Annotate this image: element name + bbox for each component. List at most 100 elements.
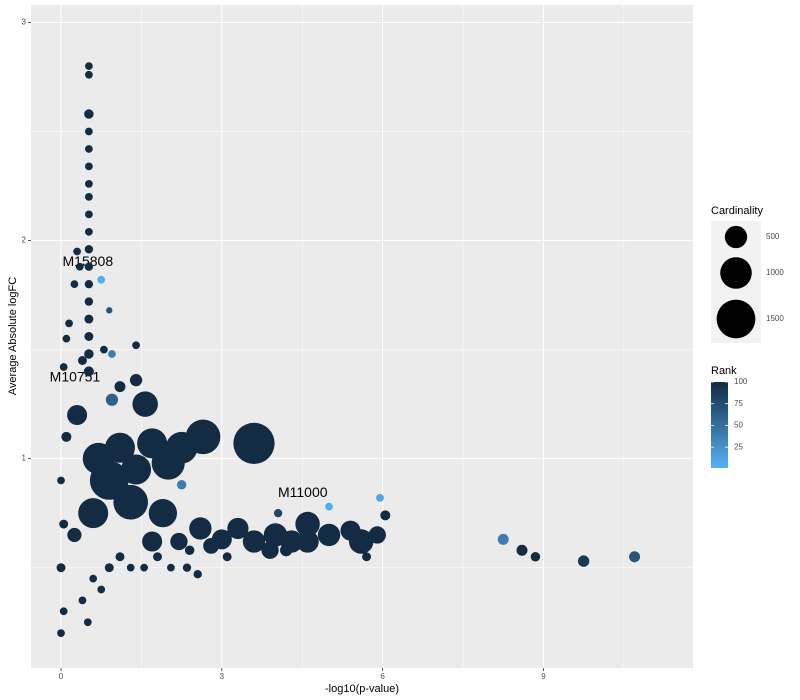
size-key-label: 1000: [766, 268, 784, 277]
point: [84, 262, 94, 271]
point: [189, 517, 212, 540]
point: [530, 552, 541, 562]
point: [170, 532, 188, 551]
point: [57, 476, 65, 485]
point: [121, 454, 152, 485]
point: [97, 275, 106, 284]
point: [368, 526, 386, 544]
colorbar-label: 25: [734, 442, 743, 451]
point: [211, 529, 232, 550]
point: [85, 62, 93, 70]
point: [132, 391, 158, 417]
point: [61, 431, 72, 442]
point: [84, 349, 94, 359]
point: [167, 563, 175, 572]
point: [57, 629, 65, 637]
colorbar-label: 100: [734, 377, 748, 386]
point: [67, 405, 88, 426]
point: [84, 109, 94, 119]
point: [577, 555, 590, 567]
point: [176, 480, 187, 490]
point: [184, 545, 195, 555]
point: [73, 247, 81, 256]
y-axis-title: Average Absolute logFC: [7, 277, 19, 395]
size-key: [716, 299, 756, 339]
point: [222, 552, 232, 562]
point: [516, 544, 528, 556]
point: [56, 563, 66, 573]
point: [148, 499, 178, 528]
point: [106, 307, 113, 314]
point: [83, 366, 94, 377]
point: [348, 529, 374, 554]
point: [104, 563, 114, 573]
point: [153, 552, 162, 562]
size-legend-title: Cardinality: [711, 205, 763, 217]
point: [75, 262, 84, 271]
point: [105, 393, 119, 406]
y-tick-label: 1: [22, 454, 27, 463]
point: [185, 419, 221, 455]
point: [129, 373, 143, 387]
size-key: [724, 225, 748, 249]
point: [78, 596, 87, 605]
point: [242, 530, 266, 553]
point: [233, 422, 275, 464]
point: [296, 530, 319, 553]
point: [280, 544, 293, 557]
point: [77, 356, 87, 365]
colorbar: [711, 382, 728, 468]
point: [142, 531, 163, 552]
colorbar-label: 75: [734, 399, 743, 408]
x-tick-label: 3: [220, 672, 225, 681]
size-key: [720, 257, 752, 289]
point: [97, 585, 106, 594]
point: [84, 279, 94, 289]
point: [67, 527, 82, 543]
point: [629, 551, 641, 563]
point: [115, 552, 125, 562]
point: [85, 179, 93, 188]
point: [84, 245, 94, 254]
annotation: M11000: [278, 484, 328, 500]
point: [295, 511, 320, 537]
colorbar-label: 50: [734, 421, 743, 430]
point: [70, 280, 79, 289]
point: [83, 618, 92, 627]
y-tick-label: 2: [22, 236, 27, 245]
point: [227, 517, 249, 540]
color-legend-title: Rank: [711, 365, 737, 377]
x-tick-label: 9: [541, 672, 546, 681]
point: [85, 145, 93, 153]
point: [62, 334, 71, 343]
point: [59, 519, 69, 529]
point: [84, 297, 94, 306]
point: [376, 494, 384, 502]
point: [85, 227, 93, 236]
x-tick-label: 6: [380, 672, 385, 681]
point: [317, 523, 341, 547]
point: [108, 350, 116, 358]
point: [497, 533, 509, 545]
size-key-label: 1500: [766, 314, 784, 323]
point: [325, 502, 333, 511]
point: [65, 319, 73, 328]
y-tick-label: 3: [22, 18, 27, 27]
point: [182, 563, 192, 572]
point: [89, 574, 98, 583]
point: [100, 345, 108, 354]
point: [84, 314, 94, 324]
point: [85, 210, 93, 219]
point: [85, 70, 93, 79]
point: [78, 498, 109, 529]
point: [126, 563, 135, 572]
point: [84, 332, 94, 341]
x-axis-title: -log10(p-value): [325, 683, 399, 695]
point: [132, 341, 140, 350]
point: [273, 508, 283, 518]
point: [85, 162, 93, 171]
point: [113, 484, 149, 520]
point: [85, 193, 93, 201]
point: [140, 563, 148, 572]
